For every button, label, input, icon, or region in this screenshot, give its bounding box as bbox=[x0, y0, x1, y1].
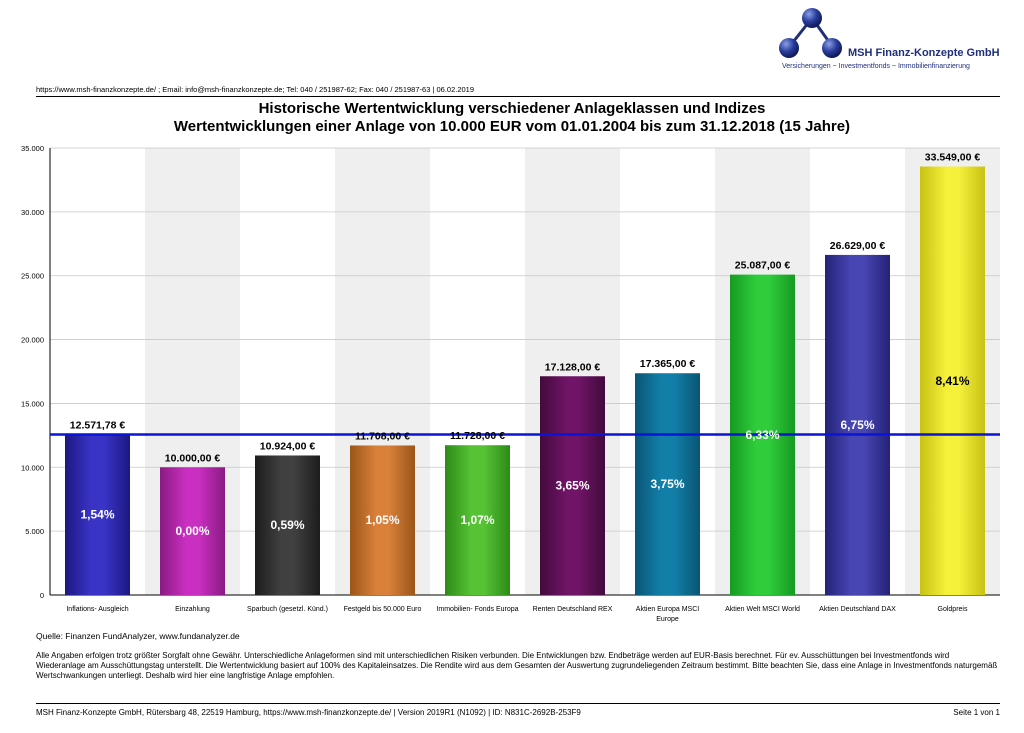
bar bbox=[825, 254, 890, 595]
footer-divider bbox=[36, 703, 1000, 704]
x-category-label: Europe bbox=[656, 616, 679, 623]
x-category-label: Aktien Deutschland DAX bbox=[819, 606, 896, 613]
page-number: Seite 1 von 1 bbox=[953, 708, 1000, 717]
footer-address: MSH Finanz-Konzepte GmbH, Rütersbarg 48,… bbox=[36, 708, 581, 717]
bar-rate-label: 3,75% bbox=[650, 477, 684, 491]
header-divider bbox=[36, 96, 1000, 97]
x-category-label: Renten Deutschland REX bbox=[533, 606, 613, 613]
bar-value-label: 25.087,00 € bbox=[735, 260, 791, 272]
logo-right-sphere bbox=[822, 38, 842, 58]
contact-header: https://www.msh-finanzkonzepte.de/ ; Ema… bbox=[36, 85, 475, 94]
x-category-label: Sparbuch (gesetzl. Künd.) bbox=[247, 606, 328, 613]
bar-rate-label: 6,33% bbox=[745, 428, 779, 442]
bar-value-label: 12.571,78 € bbox=[70, 419, 126, 431]
bar bbox=[255, 455, 320, 595]
y-tick-label: 25.000 bbox=[21, 272, 44, 281]
bar-rate-label: 1,54% bbox=[80, 508, 114, 522]
bar-rate-label: 1,07% bbox=[460, 513, 494, 527]
bar bbox=[160, 467, 225, 595]
x-category-label: Aktien Europa MSCI bbox=[636, 606, 699, 613]
chart-title: Historische Wertentwicklung verschiedene… bbox=[258, 100, 766, 117]
bar-value-label: 26.629,00 € bbox=[830, 240, 886, 252]
logo-left-sphere bbox=[779, 38, 799, 58]
company-name: MSH Finanz-Konzepte GmbH bbox=[848, 47, 1000, 59]
source-note: Quelle: Finanzen FundAnalyzer, www.funda… bbox=[36, 631, 240, 641]
logo-top-sphere bbox=[802, 8, 822, 28]
bar-value-label: 10.000,00 € bbox=[165, 452, 221, 464]
bar-rate-label: 0,00% bbox=[175, 524, 209, 538]
bar bbox=[445, 445, 510, 595]
bar-value-label: 10.924,00 € bbox=[260, 440, 316, 452]
y-tick-label: 35.000 bbox=[21, 144, 44, 153]
bar-value-label: 11.728,00 € bbox=[450, 430, 505, 442]
x-category-label: Immobilien- Fonds Europa bbox=[436, 606, 518, 613]
y-tick-label: 20.000 bbox=[21, 336, 44, 345]
bar-value-label: 17.365,00 € bbox=[640, 358, 696, 370]
bar-rate-label: 6,75% bbox=[840, 418, 874, 432]
y-tick-label: 0 bbox=[40, 591, 44, 600]
bar-value-label: 11.708,00 € bbox=[355, 430, 410, 442]
bar-rate-label: 0,59% bbox=[270, 518, 304, 532]
disclaimer-text: Alle Angaben erfolgen trotz größter Sorg… bbox=[36, 651, 998, 680]
y-tick-label: 10.000 bbox=[21, 463, 44, 472]
x-category-label: Aktien Welt MSCI World bbox=[725, 606, 800, 613]
bar-value-label: 17.128,00 € bbox=[545, 361, 601, 373]
bar bbox=[65, 434, 130, 595]
x-category-label: Festgeld bis 50.000 Euro bbox=[344, 606, 422, 613]
y-tick-label: 5.000 bbox=[25, 527, 44, 536]
x-category-label: Goldpreis bbox=[938, 606, 968, 613]
company-logo bbox=[779, 8, 842, 58]
chart-subtitle: Wertentwicklungen einer Anlage von 10.00… bbox=[173, 118, 851, 135]
y-tick-label: 30.000 bbox=[21, 208, 44, 217]
bar-rate-label: 1,05% bbox=[365, 513, 399, 527]
bar-value-label: 33.549,00 € bbox=[925, 152, 981, 164]
bar-chart: 0 5.000 10.000 15.000 20.000 25.000 30.000 35.0… bbox=[21, 144, 1000, 623]
x-category-label: Einzahlung bbox=[175, 606, 210, 613]
bar bbox=[920, 166, 985, 595]
bar bbox=[635, 373, 700, 595]
bar bbox=[540, 376, 605, 595]
x-category-label: Inflations- Ausgleich bbox=[66, 606, 128, 613]
y-tick-label: 15.000 bbox=[21, 399, 44, 408]
company-tagline: Versicherungen ~ Investmentfonds ~ Immob… bbox=[782, 63, 970, 70]
bar-rate-label: 3,65% bbox=[555, 479, 589, 493]
bar-rate-label: 8,41% bbox=[935, 374, 969, 388]
bar bbox=[350, 445, 415, 595]
